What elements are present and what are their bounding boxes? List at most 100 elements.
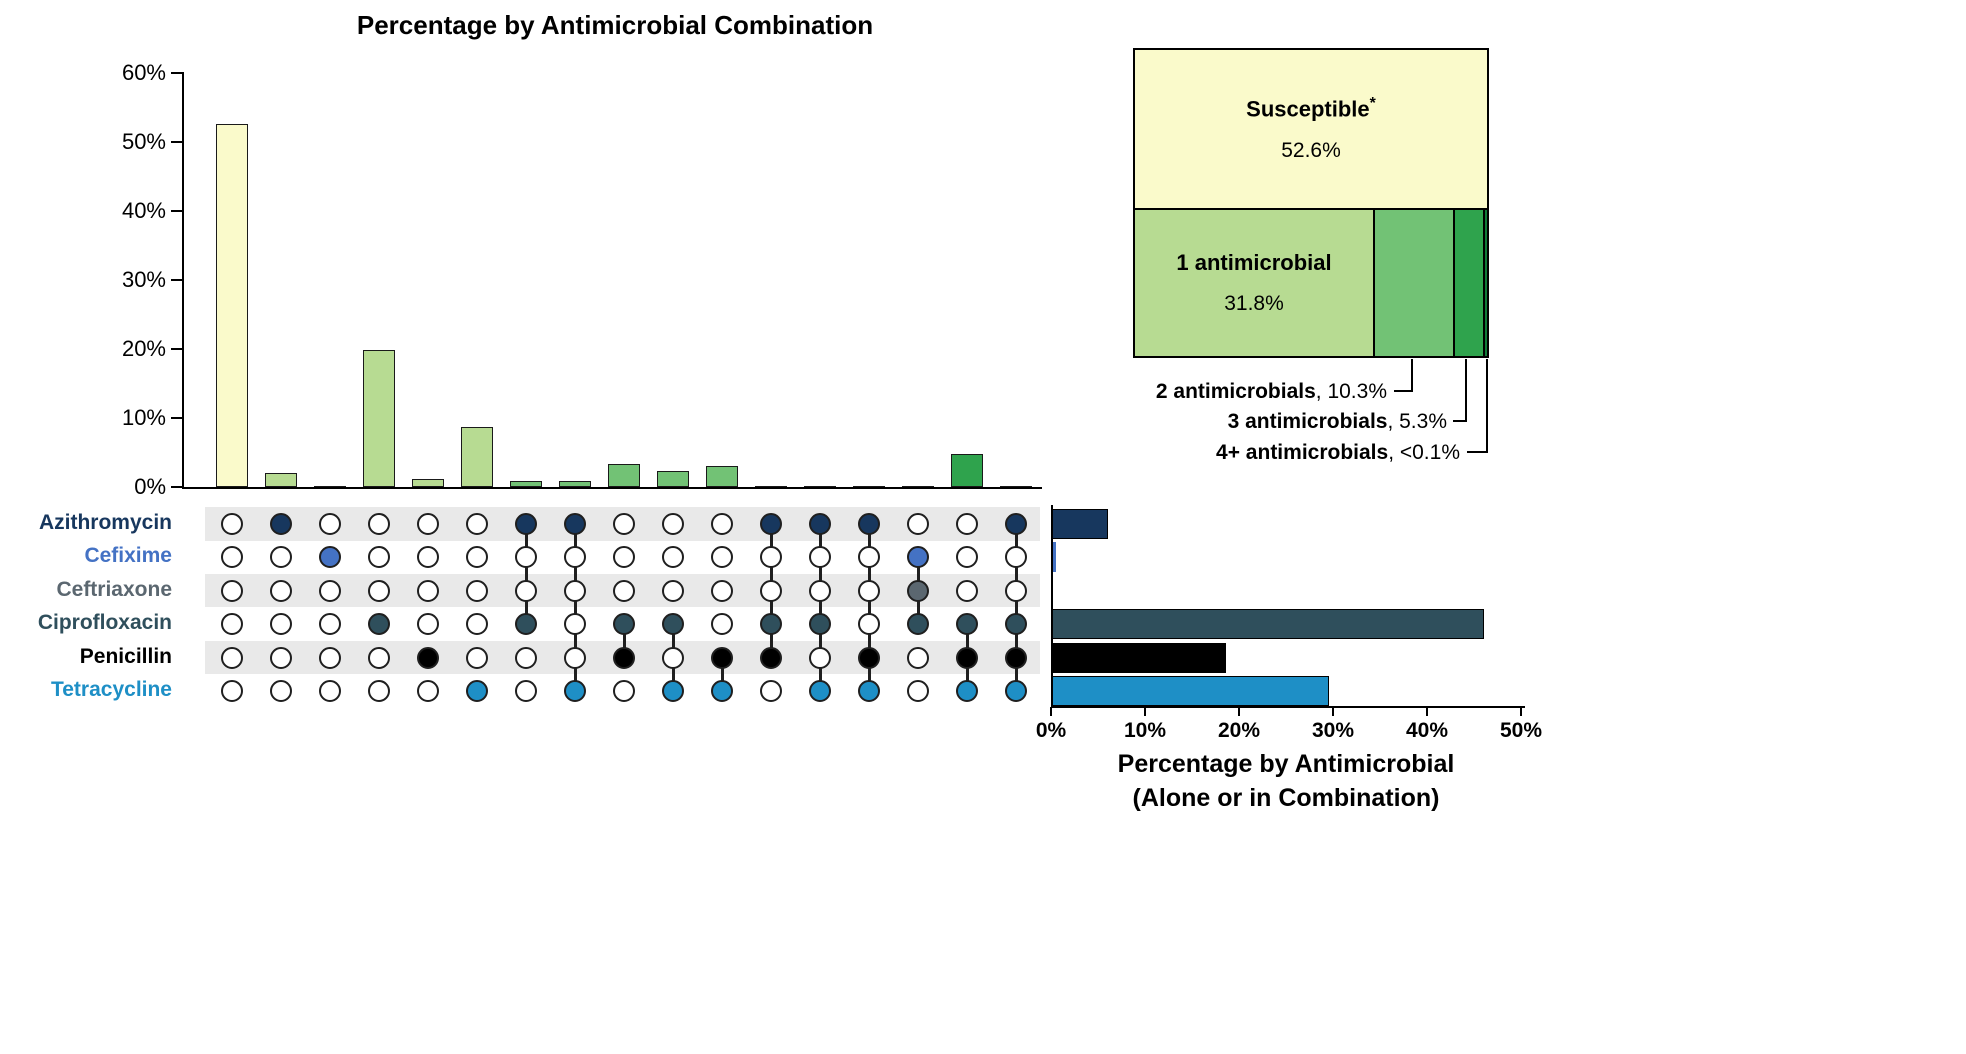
matrix-dot xyxy=(760,613,782,636)
matrix-dot xyxy=(368,646,390,669)
matrix-dot xyxy=(221,613,243,636)
matrix-dot xyxy=(515,579,537,602)
matrix-dot xyxy=(515,680,537,702)
matrix-dot xyxy=(613,579,635,602)
matrix-dot xyxy=(319,513,341,535)
two-antimicrobials-callout-value: , 10.3% xyxy=(1315,380,1387,403)
matrix-dot xyxy=(319,546,341,569)
matrix-dot xyxy=(564,613,586,636)
matrix-connector xyxy=(867,524,871,691)
y-tick-label: 60% xyxy=(121,60,166,85)
matrix-dot xyxy=(564,646,586,669)
matrix-dot xyxy=(662,646,684,669)
y-tick-label: 10% xyxy=(121,405,166,430)
matrix-dot xyxy=(662,513,684,535)
matrix-dot xyxy=(907,546,929,569)
matrix-dot xyxy=(466,546,488,569)
combination-bar xyxy=(951,453,983,487)
matrix-dot xyxy=(319,680,341,702)
matrix-dot xyxy=(466,579,488,602)
matrix-dot xyxy=(515,613,537,636)
matrix-dot xyxy=(613,513,635,535)
matrix-dot xyxy=(613,646,635,669)
matrix-dot xyxy=(760,546,782,569)
matrix-dot xyxy=(956,579,978,602)
matrix-dot xyxy=(809,546,831,569)
matrix-dot xyxy=(564,579,586,602)
totals-x-tick-label: 40% xyxy=(1405,719,1449,742)
one-antimicrobial-value: 31.8% xyxy=(1224,292,1284,315)
matrix-dot xyxy=(956,613,978,636)
matrix-dot xyxy=(662,579,684,602)
totals-x-tick-mark xyxy=(1332,707,1334,716)
totals-x-tick-label: 10% xyxy=(1123,719,1167,742)
leader-line-two-antimicrobials xyxy=(1394,359,1413,392)
totals-y-axis xyxy=(1051,505,1053,708)
totals-bar xyxy=(1052,542,1056,573)
matrix-dot xyxy=(564,680,586,702)
totals-bar xyxy=(1052,609,1485,640)
totals-bar xyxy=(1052,676,1330,706)
combination-bar xyxy=(412,479,444,487)
matrix-dot xyxy=(711,613,733,636)
totals-axis-title-line1: Percentage by Antimicrobial xyxy=(1117,750,1455,778)
matrix-dot xyxy=(319,579,341,602)
combination-bar xyxy=(657,471,689,487)
combination-bar xyxy=(608,463,640,487)
y-tick-mark xyxy=(171,141,182,143)
combination-bar xyxy=(265,472,297,487)
matrix-dot xyxy=(711,579,733,602)
y-tick-label: 50% xyxy=(121,129,166,154)
matrix-dot xyxy=(417,613,439,636)
four-plus-antimicrobials-callout-value: , <0.1% xyxy=(1388,441,1460,464)
matrix-dot xyxy=(907,646,929,669)
antimicrobial-row-label: Tetracycline xyxy=(50,678,172,701)
matrix-dot xyxy=(319,646,341,669)
totals-x-tick-mark xyxy=(1520,707,1522,716)
matrix-dot xyxy=(613,680,635,702)
matrix-dot xyxy=(417,646,439,669)
combination-bar xyxy=(559,481,591,487)
matrix-dot xyxy=(564,513,586,535)
susceptible-value: 52.6% xyxy=(1281,138,1341,162)
combination-bar xyxy=(510,481,542,487)
three-antimicrobials-callout: 3 antimicrobials, 5.3% xyxy=(987,410,1447,434)
matrix-dot xyxy=(368,579,390,602)
two-antimicrobials-block xyxy=(1375,210,1455,356)
matrix-connector xyxy=(1014,524,1018,691)
matrix-dot xyxy=(858,579,880,602)
one-antimicrobial-block: 1 antimicrobial 31.8% xyxy=(1135,210,1375,356)
matrix-connector xyxy=(573,524,577,691)
matrix-dot xyxy=(907,579,929,602)
antimicrobial-row-label: Ciprofloxacin xyxy=(37,611,172,635)
three-antimicrobials-block xyxy=(1455,210,1485,356)
matrix-dot xyxy=(809,613,831,636)
four-plus-antimicrobials-callout: 4+ antimicrobials, <0.1% xyxy=(987,441,1460,465)
antimicrobial-row-label: Azithromycin xyxy=(38,511,172,534)
combination-bar xyxy=(363,350,395,487)
x-axis xyxy=(182,487,1042,489)
y-tick-label: 20% xyxy=(121,336,166,361)
matrix-dot xyxy=(221,579,243,602)
matrix-dot xyxy=(221,680,243,702)
matrix-dot xyxy=(760,513,782,535)
matrix-dot xyxy=(368,680,390,702)
totals-x-tick-label: 0% xyxy=(1035,719,1067,742)
combination-chart-title: Percentage by Antimicrobial Combination xyxy=(356,10,874,40)
matrix-connector xyxy=(524,524,528,625)
matrix-dot xyxy=(956,513,978,535)
matrix-dot xyxy=(662,546,684,569)
matrix-connector xyxy=(818,524,822,691)
matrix-dot xyxy=(711,680,733,702)
matrix-dot xyxy=(515,513,537,535)
matrix-connector xyxy=(720,657,724,691)
matrix-dot xyxy=(1005,646,1027,669)
matrix-dot xyxy=(907,613,929,636)
matrix-dot xyxy=(368,546,390,569)
matrix-dot xyxy=(417,513,439,535)
y-tick-label: 30% xyxy=(121,267,166,292)
totals-x-tick-label: 50% xyxy=(1499,719,1543,742)
antimicrobial-row-label: Penicillin xyxy=(79,644,172,668)
matrix-dot xyxy=(760,579,782,602)
